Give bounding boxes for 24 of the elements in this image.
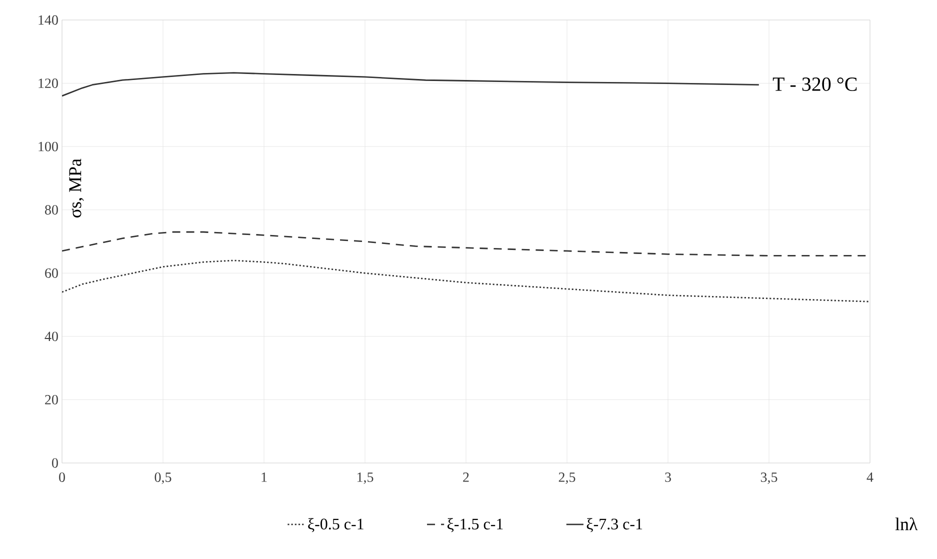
x-tick-label: 2,5 — [558, 472, 576, 484]
line-series — [62, 72, 760, 97]
x-tick-label: 1 — [262, 472, 267, 482]
x-tick-label: 2 — [463, 472, 469, 482]
legend-label: ξ-7.3 c-1 — [586, 518, 642, 532]
y-tick-label: 60 — [45, 268, 58, 278]
x-tick-label: 1,5 — [357, 472, 374, 484]
x-tick-label: 3 — [665, 472, 671, 482]
y-tick-label: 20 — [45, 394, 58, 404]
y-axis-title: σs, MPa — [69, 158, 84, 218]
annotation: T - 320 °C — [772, 77, 857, 91]
y-tick-label: 0 — [52, 458, 58, 468]
legend-label: ξ-1.5 c-1 — [448, 518, 503, 532]
x-tick-label: 4 — [866, 472, 874, 482]
x-tick-label: 0 — [59, 472, 65, 482]
y-tick-label: 80 — [45, 205, 58, 215]
y-tick-label: 120 — [38, 78, 58, 88]
y-tick-label: 40 — [44, 332, 58, 342]
y-tick-label: 140 — [38, 15, 58, 25]
legend-label: ξ-0.5 c-1 — [308, 518, 364, 532]
x-tick-label: 0,5 — [154, 472, 172, 484]
x-axis-title: lnλ — [895, 517, 918, 530]
x-tick-label: 3,5 — [760, 472, 778, 484]
y-tick-label: 100 — [38, 142, 58, 152]
